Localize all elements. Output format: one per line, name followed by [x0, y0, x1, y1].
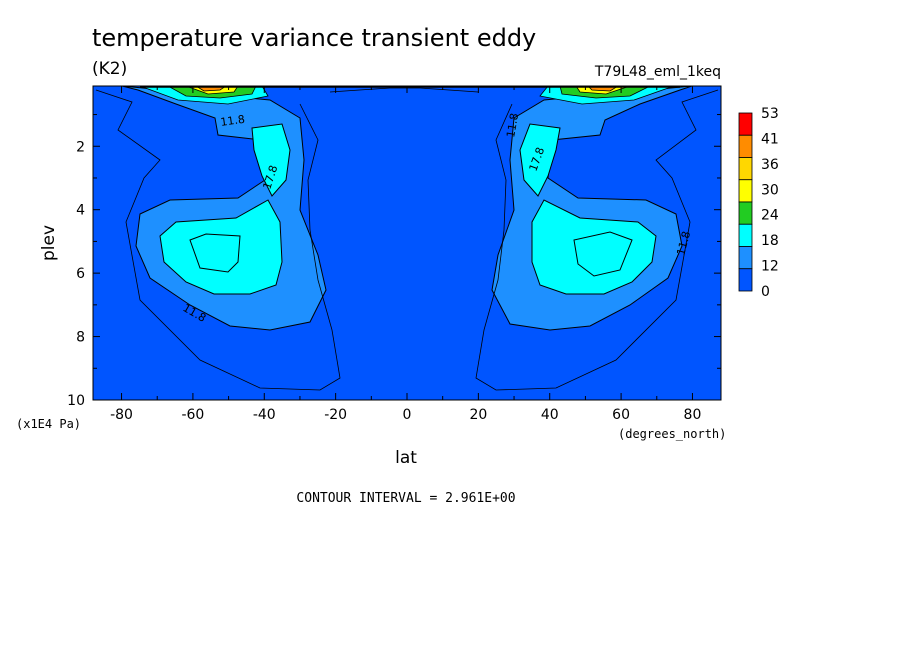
- x-tick-label: -20: [324, 407, 347, 423]
- mid-contour: [329, 87, 479, 93]
- colorbar-label: 30: [761, 182, 779, 198]
- x-axis: -80 -60 -40 -20 0 20 40 60 80: [110, 86, 701, 423]
- x-tick-label: -60: [181, 407, 204, 423]
- x-units: (degrees_north): [618, 427, 726, 441]
- colorbar-swatch: [738, 201, 753, 225]
- x-tick-label: -80: [110, 407, 133, 423]
- band-18-24-south-upper: [251, 123, 291, 197]
- y-tick-label: 2: [76, 139, 85, 155]
- colorbar: 53 41 36 30 24 18 12 0: [738, 106, 779, 300]
- colorbar-swatch: [738, 157, 753, 181]
- x-tick-label: 60: [612, 407, 630, 423]
- contour-interval: CONTOUR INTERVAL = 2.961E+00: [296, 491, 515, 506]
- y-units: (x1E4 Pa): [16, 417, 81, 431]
- y-tick-label: 6: [76, 266, 85, 282]
- colorbar-swatch: [738, 134, 753, 158]
- chart-title: temperature variance transient eddy: [92, 24, 536, 52]
- x-axis-label: lat: [395, 448, 417, 468]
- colorbar-swatch: [738, 223, 753, 247]
- x-tick-label: 0: [403, 407, 412, 423]
- inner-contour-north: [573, 231, 633, 277]
- contour-label: 11.8: [220, 113, 246, 129]
- colorbar-label: 41: [761, 131, 779, 147]
- contour-label: 11.8: [504, 112, 521, 138]
- colorbar-swatch: [738, 112, 753, 136]
- outer-contour-north: [475, 89, 719, 391]
- band-18-24-north-lower: [531, 199, 657, 295]
- colorbar-swatch: [738, 268, 753, 292]
- y-axis: 2 4 6 8 10: [67, 114, 721, 409]
- strat-max-north: [539, 86, 675, 105]
- contour-label: 11.8: [674, 230, 693, 257]
- colorbar-label: 12: [761, 259, 779, 275]
- y-tick-label: 8: [76, 330, 85, 346]
- x-tick-label: 40: [541, 407, 559, 423]
- run-label: T79L48_eml_1keq: [594, 64, 721, 80]
- colorbar-label: 36: [761, 157, 779, 173]
- strat-max-south: [139, 86, 269, 105]
- plot-area: [92, 85, 722, 401]
- colorbar-swatch: [738, 179, 753, 203]
- colorbar-label: 24: [761, 208, 779, 224]
- x-tick-label: 80: [684, 407, 702, 423]
- colorbar-label: 0: [761, 284, 770, 300]
- inner-contour-south: [189, 233, 241, 273]
- colorbar-swatch: [738, 246, 753, 270]
- band-18-24-south-lower: [159, 199, 283, 295]
- x-tick-label: 20: [469, 407, 487, 423]
- colorbar-label: 18: [761, 233, 779, 249]
- x-tick-label: -40: [253, 407, 276, 423]
- colorbar-label: 53: [761, 106, 779, 122]
- y-tick-label: 10: [67, 393, 85, 409]
- y-axis-label: plev: [39, 225, 59, 261]
- outer-contour-south: [95, 89, 341, 391]
- chart-units: (K2): [92, 59, 127, 79]
- y-tick-label: 4: [76, 203, 85, 219]
- band-18-24-north-upper: [519, 123, 561, 197]
